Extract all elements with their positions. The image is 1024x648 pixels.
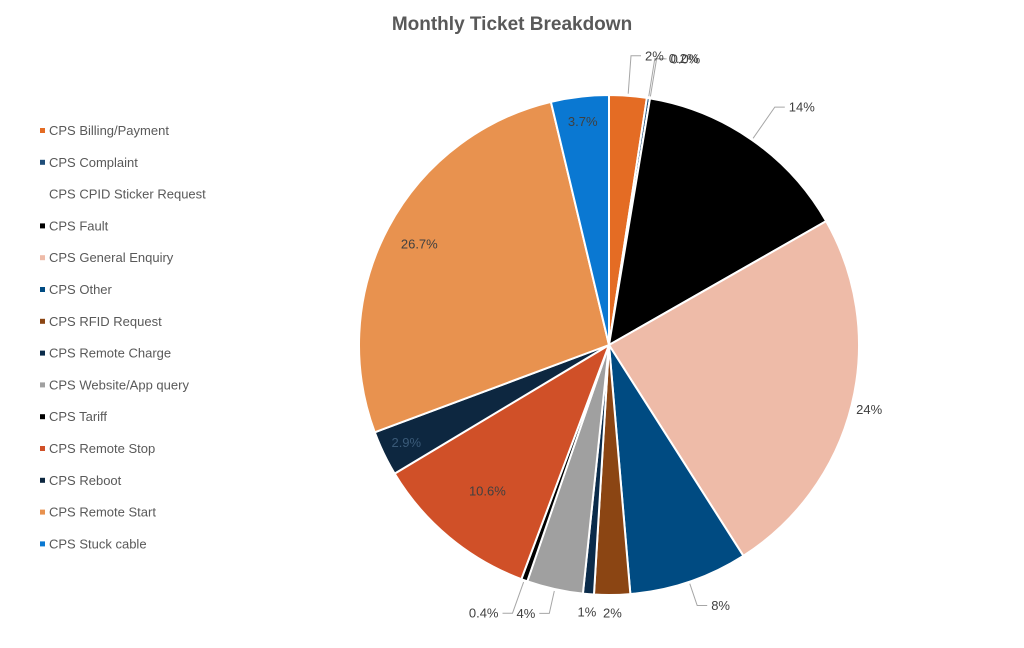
legend-swatch-cps-reboot — [40, 477, 45, 483]
data-label-cps-remote-stop: 10.6% — [469, 484, 506, 499]
leader-line-cps-other — [689, 583, 708, 606]
data-label-cps-website-app-query: 4% — [517, 606, 536, 621]
legend-label-cps-fault: CPS Fault — [49, 218, 109, 233]
legend-label-cps-general-enquiry: CPS General Enquiry — [49, 250, 174, 265]
data-label-cps-cpid-sticker-request: 0.0% — [671, 51, 701, 66]
leader-lines — [502, 55, 785, 614]
legend-swatch-cps-billing-payment — [40, 128, 45, 133]
pie-slices — [358, 93, 860, 596]
pie-slice-cps-stuck-cable — [549, 93, 610, 346]
legend-label-cps-rfid-request: CPS RFID Request — [49, 314, 162, 329]
legend-swatch-cps-remote-stop — [40, 446, 45, 451]
legend-swatch-cps-general-enquiry — [40, 255, 45, 261]
pie-slice-cps-general-enquiry — [607, 219, 860, 558]
pie-slice-cps-other — [608, 344, 745, 596]
legend-swatch-cps-complaint — [40, 159, 45, 165]
pie-slice-cps-remote-start — [358, 100, 611, 434]
leader-line-cps-fault — [752, 106, 785, 139]
legend-swatch-cps-rfid-request — [40, 318, 45, 324]
legend-swatch-cps-remote-start — [40, 509, 45, 515]
legend-swatch-cps-remote-charge — [40, 350, 45, 356]
legend-swatch-cps-fault — [40, 223, 45, 229]
data-label-cps-reboot: 2.9% — [391, 435, 421, 450]
data-label-cps-billing-payment: 2% — [645, 48, 664, 63]
data-label-cps-stuck-cable: 3.7% — [568, 114, 598, 129]
data-label-cps-other: 8% — [711, 598, 730, 613]
data-label-cps-complaint: 0.2% — [669, 51, 699, 66]
legend-label-cps-remote-start: CPS Remote Start — [49, 505, 156, 520]
data-label-cps-fault: 14% — [789, 100, 815, 115]
pie-slice-cps-fault — [607, 97, 828, 347]
chart-title: Monthly Ticket Breakdown — [392, 14, 632, 35]
data-labels: 2% 0.2%0.0% 14% 24% 8% 2% 1% 4% 0.4% 10.6% 2.9% 26.… — [391, 48, 882, 621]
pie-slice-cps-remote-stop — [393, 342, 611, 581]
legend-label-cps-cpid-sticker-request: CPS CPID Sticker Request — [49, 187, 206, 202]
legend-label-cps-stuck-cable: CPS Stuck cable — [49, 536, 147, 551]
legend-label-cps-remote-charge: CPS Remote Charge — [49, 346, 171, 361]
legend-label-cps-remote-stop: CPS Remote Stop — [49, 441, 155, 456]
legend: CPS Billing/Payment CPS Complaint CPS CPID… — [40, 123, 206, 551]
legend-label-cps-website-app-query: CPS Website/App query — [49, 377, 189, 392]
legend-label-cps-complaint: CPS Complaint — [49, 155, 138, 170]
data-label-cps-general-enquiry: 24% — [856, 402, 882, 417]
data-label-cps-rfid-request: 2% — [603, 606, 622, 621]
legend-swatch-cps-cpid-sticker-request — [40, 191, 45, 197]
leader-line-cps-cpid-sticker-request — [649, 58, 667, 97]
legend-label-cps-reboot: CPS Reboot — [49, 473, 122, 488]
leader-line-cps-website-app-query — [539, 590, 555, 614]
legend-label-cps-billing-payment: CPS Billing/Payment — [49, 123, 169, 138]
legend-swatch-cps-tariff — [40, 414, 45, 420]
legend-swatch-cps-other — [40, 287, 45, 292]
data-label-cps-remote-charge: 1% — [578, 605, 597, 620]
legend-swatch-cps-stuck-cable — [40, 541, 45, 547]
legend-swatch-cps-website-app-query — [40, 382, 45, 388]
legend-label-cps-tariff: CPS Tariff — [49, 409, 107, 424]
data-label-cps-tariff: 0.4% — [469, 606, 499, 621]
leader-line-cps-billing-payment — [627, 55, 641, 94]
legend-label-cps-other: CPS Other — [49, 282, 113, 297]
leader-line-cps-tariff — [502, 581, 525, 614]
data-label-cps-remote-start: 26.7% — [401, 236, 438, 251]
